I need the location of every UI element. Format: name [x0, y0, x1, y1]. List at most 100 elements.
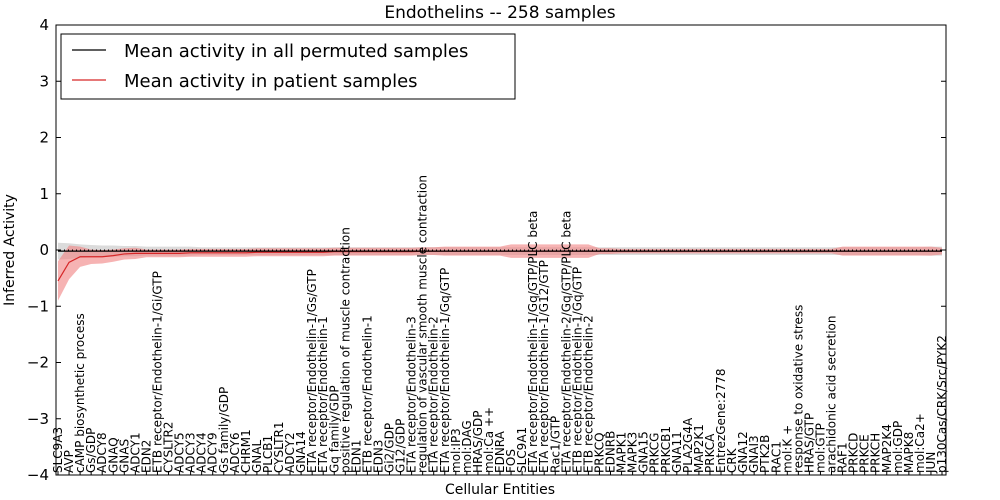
legend-label-patient: Mean activity in patient samples	[124, 71, 418, 92]
y-tick-label: −1	[27, 297, 49, 315]
legend-label-permuted: Mean activity in all permuted samples	[124, 41, 468, 62]
category-label: mol:Ca ++	[482, 407, 496, 473]
category-label: EDN1	[349, 440, 363, 473]
category-label: PRKCH	[869, 433, 883, 473]
category-label: ETA receptor/Endothelin-2/Gq/GTP/PLC bet…	[559, 211, 573, 473]
category-label: PLA2G4A	[681, 417, 695, 473]
legend-box	[60, 33, 516, 100]
category-label: G12/GDP	[394, 419, 408, 473]
category-label: EntrezGene:2778	[714, 369, 728, 474]
category-label: ADCY8	[95, 432, 109, 473]
category-label: CHRM1	[239, 429, 253, 473]
category-label: SLC9A1	[515, 427, 529, 473]
category-label: MAP2K1	[692, 424, 706, 473]
category-label: ADCY1	[128, 432, 142, 473]
category-label: PTK2B	[758, 435, 772, 473]
legend: Mean activity in all permuted samples Me…	[60, 33, 516, 100]
y-tick-label: −4	[27, 466, 49, 484]
category-label: RAC1	[769, 441, 783, 473]
category-label: mol:GDP	[891, 421, 905, 473]
category-label: mol:K +	[780, 425, 794, 473]
category-label: RAF1	[836, 442, 850, 473]
category-label: ETB receptor/Endothelin-2	[581, 315, 595, 473]
category-label: ETA receptor/Endothelin-1/Gs/GTP	[305, 269, 319, 473]
category-label: GNAQ	[106, 437, 120, 473]
category-label: GNA11	[670, 431, 684, 473]
category-label: AVP	[62, 450, 76, 473]
category-label: ADCY9	[206, 432, 220, 473]
y-tick-label: 4	[39, 16, 49, 34]
category-label: JUN	[924, 452, 938, 474]
category-label: GNA14	[294, 431, 308, 473]
category-label: PRKCE	[858, 434, 872, 473]
y-tick-label: −2	[27, 354, 49, 372]
category-label: Gq family/GDP	[327, 385, 341, 473]
category-label: MAPK8	[902, 432, 916, 473]
category-label: ETA receptor/Endothelin-3	[405, 316, 419, 473]
category-label: CYSLTR1	[272, 422, 286, 473]
category-label: ADCY3	[184, 432, 198, 473]
x-axis-ticks	[57, 471, 943, 475]
category-label: PRKCB1	[659, 426, 673, 473]
category-label: ADCY6	[228, 432, 242, 473]
category-label: MAPK3	[626, 432, 640, 473]
category-label: Gs/GDP	[84, 428, 98, 473]
category-label: EDN2	[139, 440, 153, 473]
y-tick-label: 2	[39, 129, 49, 147]
category-label: mol:IP3	[449, 428, 463, 473]
y-axis-ticks: −4 −3 −2 −1 0 1 2 3 4	[27, 16, 946, 484]
category-label: response to oxidative stress	[791, 305, 805, 473]
category-label: GNAL	[250, 440, 264, 473]
category-label: ETA receptor/Endothelin-1	[316, 316, 330, 473]
category-label: GNAI3	[747, 435, 761, 473]
x-axis-title: Cellular Entities	[445, 482, 555, 498]
category-label: EDN3	[371, 440, 385, 473]
category-label: positive regulation of muscle contractio…	[338, 227, 352, 473]
category-label: PRKCD	[847, 433, 861, 473]
category-label: ETB receptor/Endothelin-1/Gi/GTP	[150, 271, 164, 473]
category-label: EDNRB	[604, 431, 618, 473]
category-label: ETA receptor/Endothelin-2	[427, 316, 441, 473]
y-tick-label: 0	[39, 241, 49, 259]
category-label: PRKCQ	[592, 432, 606, 473]
category-label: regulation of vascular smooth muscle con…	[416, 175, 430, 473]
category-label: ADCY4	[195, 432, 209, 473]
category-label: mol:Ca2+	[913, 413, 927, 473]
y-tick-label: 1	[39, 185, 49, 203]
category-label: MAPK1	[615, 432, 629, 473]
category-label: EDNRA	[493, 430, 507, 473]
category-label: MAP2K4	[880, 424, 894, 473]
category-label: p130Cas/CRK/Src/PYK2	[935, 335, 949, 473]
category-label: PRKCA	[703, 433, 717, 473]
category-label: ETA receptor/Endothelin-1/G12/GTP	[537, 260, 551, 473]
category-label: PRKCG	[648, 433, 662, 473]
patient-samples-band	[58, 244, 942, 301]
category-label: CYSLTR2	[162, 422, 176, 473]
category-label: GNAS	[117, 439, 131, 473]
category-label: GNA12	[736, 431, 750, 473]
category-label: ADCY5	[173, 432, 187, 473]
category-label: SLC9A3	[51, 427, 65, 473]
category-label: ETB receptor/Endothelin-1/Gq/GTP	[570, 267, 584, 473]
category-label: Gs family/GDP	[217, 387, 231, 473]
category-label: FOS	[504, 449, 518, 473]
category-label: ADCY2	[283, 432, 297, 473]
chart-title: Endothelins -- 258 samples	[384, 3, 615, 23]
category-label: cAMP biosynthetic process	[73, 313, 87, 473]
series-lines	[56, 249, 946, 282]
category-label: HRAS/GTP	[802, 413, 816, 473]
category-label: arachidonic acid secretion	[825, 316, 839, 473]
category-label: PLCB1	[261, 435, 275, 473]
category-label: ETB receptor/Endothelin-1	[360, 315, 374, 473]
y-tick-label: −3	[27, 410, 49, 428]
y-tick-label: 3	[39, 72, 49, 90]
category-label: mol:DAG	[460, 420, 474, 473]
category-label: Gi2/GDP	[383, 423, 397, 473]
category-label: HRAS/GDP	[471, 410, 485, 473]
category-label: Rac1/GTP	[548, 416, 562, 473]
category-label: mol:GTP	[813, 423, 827, 473]
category-label: ETA receptor/Endothelin-1/Gq/GTP/PLC bet…	[526, 211, 540, 473]
category-label: ETA receptor/Endothelin-1/Gq/GTP	[438, 268, 452, 473]
